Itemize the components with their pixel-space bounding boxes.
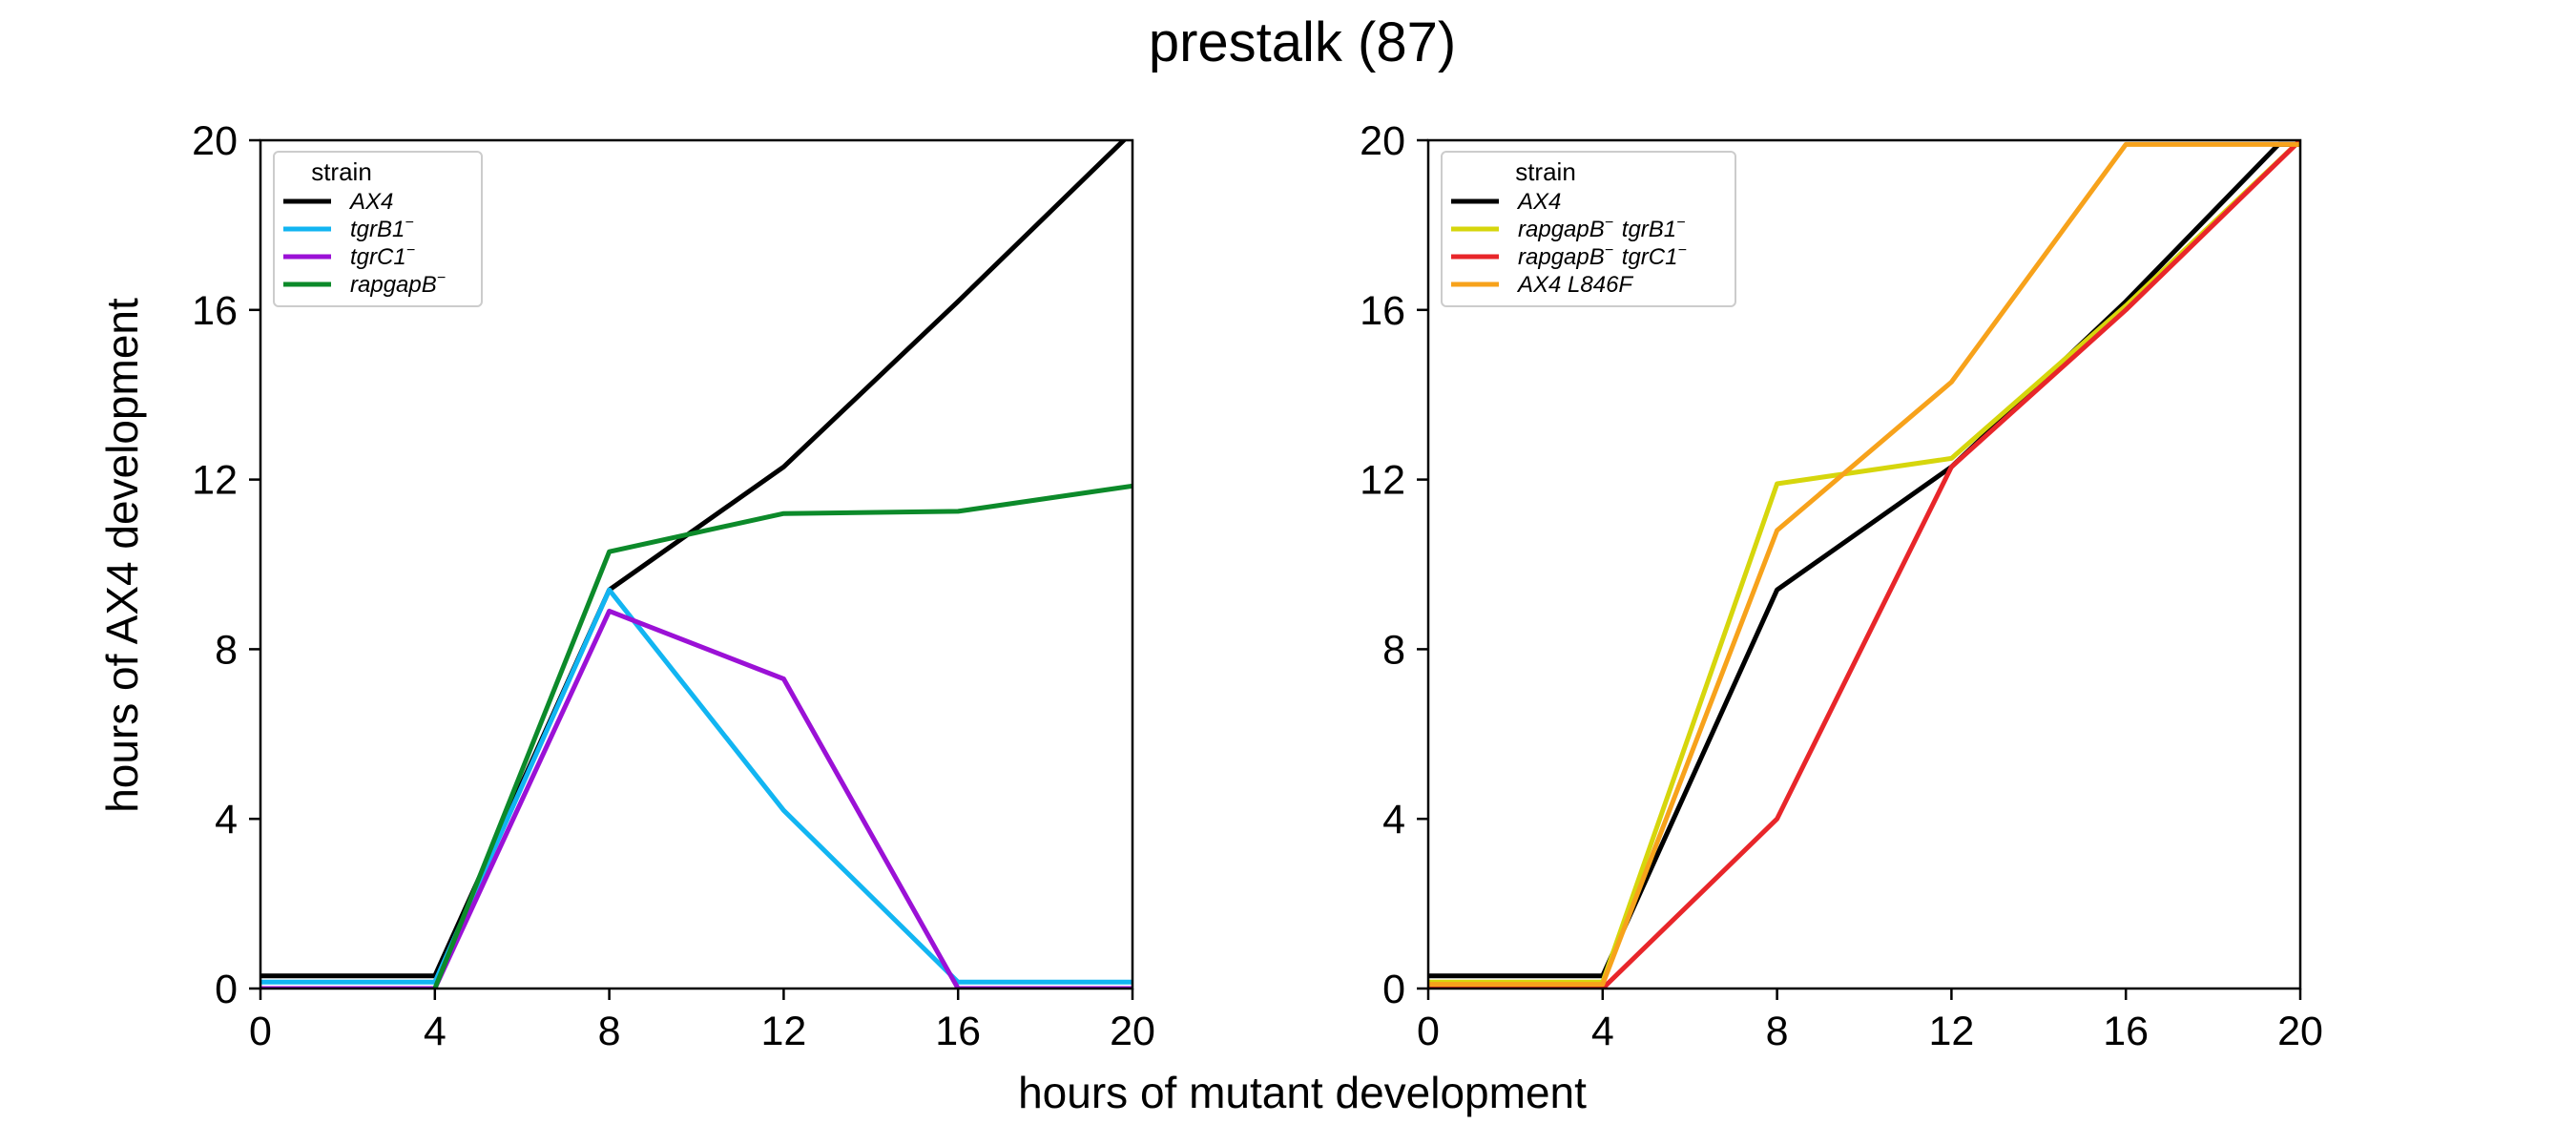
y-tick-label: 8 bbox=[1382, 627, 1405, 673]
legend-label-tgrC1: tgrC1− bbox=[350, 242, 417, 270]
legend-label-AX4_L846F: AX4 L846F bbox=[1516, 272, 1633, 298]
y-tick-label: 0 bbox=[1382, 967, 1405, 1012]
y-tick-label: 16 bbox=[1360, 288, 1405, 334]
series-line-tgrC1 bbox=[260, 608, 1132, 989]
legend-title: strain bbox=[311, 157, 372, 186]
legend-label-rapgapB: rapgapB− bbox=[350, 270, 447, 298]
y-tick-label: 12 bbox=[1360, 458, 1405, 504]
x-tick-label: 12 bbox=[1928, 1009, 1974, 1054]
x-tick-label: 20 bbox=[1110, 1009, 1155, 1054]
series-group bbox=[1428, 140, 2300, 989]
plot-frame bbox=[1426, 138, 2302, 990]
legend-title: strain bbox=[1515, 157, 1576, 186]
legend-label-AX4: AX4 bbox=[348, 189, 393, 215]
x-tick-label: 4 bbox=[424, 1009, 447, 1054]
legend-box bbox=[1441, 151, 1736, 307]
chart-title: prestalk (87) bbox=[1149, 11, 1456, 73]
x-tick-label: 0 bbox=[249, 1009, 272, 1054]
legend-label-AX4: AX4 bbox=[1516, 189, 1561, 215]
x-tick-label: 8 bbox=[1766, 1009, 1789, 1054]
series-line-AX4 bbox=[260, 140, 1128, 979]
y-tick-label: 8 bbox=[215, 627, 238, 673]
x-tick-label: 20 bbox=[2277, 1009, 2323, 1054]
x-tick-label: 16 bbox=[2103, 1009, 2149, 1054]
x-tick-label: 8 bbox=[598, 1009, 621, 1054]
series-line-rapgapB bbox=[432, 483, 1132, 989]
x-tick-label: 12 bbox=[760, 1009, 806, 1054]
legend-box bbox=[273, 151, 483, 307]
series-line-AX4_L846F bbox=[1428, 141, 2300, 988]
y-tick-label: 4 bbox=[215, 797, 238, 843]
series-group bbox=[260, 140, 1132, 989]
y-tick-label: 0 bbox=[215, 967, 238, 1012]
y-tick-label: 4 bbox=[1382, 797, 1405, 843]
legend-label-rapgapB_tgrC1: rapgapB− tgrC1− bbox=[1518, 242, 1689, 270]
x-tick-label: 0 bbox=[1417, 1009, 1440, 1054]
x-tick-label: 16 bbox=[935, 1009, 981, 1054]
series-line-rapgapB_tgrC1 bbox=[1428, 140, 2300, 989]
legend-label-rapgapB_tgrB1: rapgapB− tgrB1− bbox=[1518, 215, 1688, 242]
y-tick-label: 20 bbox=[192, 118, 238, 164]
y-tick-label: 12 bbox=[192, 458, 238, 504]
x-tick-label: 4 bbox=[1591, 1009, 1614, 1054]
legend-label-tgrB1: tgrB1− bbox=[350, 215, 416, 242]
y-tick-label: 16 bbox=[192, 288, 238, 334]
plot-frame bbox=[259, 138, 1134, 990]
y-axis-label: hours of AX4 development bbox=[97, 298, 147, 813]
x-axis-label: hours of mutant development bbox=[1018, 1068, 1587, 1117]
y-tick-label: 20 bbox=[1360, 118, 1405, 164]
series-line-tgrB1 bbox=[260, 587, 1132, 985]
